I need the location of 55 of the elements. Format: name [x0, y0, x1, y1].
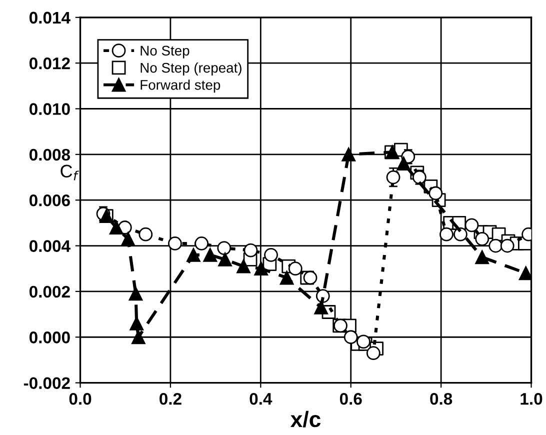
point [244, 243, 258, 258]
point [121, 232, 136, 246]
y-tick-label: 0.004 [29, 240, 70, 252]
y-tick-label: 0.006 [29, 194, 70, 206]
point [128, 286, 143, 301]
x-axis-title: x/c [290, 410, 321, 428]
point [314, 300, 328, 314]
point [464, 218, 479, 232]
point [109, 220, 124, 234]
point [303, 270, 318, 285]
point [342, 147, 356, 162]
point [488, 238, 503, 253]
point [412, 170, 426, 184]
legend-label: Forward step [140, 80, 220, 93]
point [236, 259, 250, 274]
x-tick-label: 0.4 [250, 392, 272, 405]
y-tick-label: 0.010 [29, 103, 70, 115]
point [138, 227, 153, 242]
point [288, 262, 302, 276]
point [217, 241, 232, 256]
x-tick-label: 0.0 [69, 392, 92, 405]
point [500, 238, 514, 253]
point [218, 252, 232, 266]
point [396, 156, 411, 171]
point [254, 262, 268, 276]
point [280, 270, 294, 285]
y-tick-label: -0.002 [24, 377, 70, 390]
legend-label: No Step [140, 46, 190, 58]
y-axis-title: C$_{f}$ [60, 164, 80, 180]
point [131, 330, 146, 344]
legend-label: No Step (repeat) [140, 62, 242, 76]
x-tick-label: 0.6 [340, 392, 362, 405]
y-tick-label: 0.012 [29, 57, 70, 70]
y-tick-label: 0.000 [29, 332, 70, 344]
x-tick-label: 0.2 [160, 392, 182, 405]
x-tick-label: 1.0 [520, 392, 542, 405]
point [264, 248, 278, 262]
point [356, 334, 370, 349]
point [366, 346, 380, 360]
y-tick-label: 0.008 [29, 148, 70, 161]
point [203, 248, 218, 262]
point [475, 232, 490, 246]
point [168, 236, 182, 250]
point [428, 186, 443, 200]
point [344, 330, 358, 344]
point [518, 266, 532, 280]
point [386, 170, 400, 184]
point [194, 236, 209, 250]
x-tick-label: 0.8 [430, 392, 452, 405]
point [454, 227, 468, 242]
point [475, 250, 490, 264]
point [440, 227, 454, 242]
y-tick-label: 0.002 [29, 286, 70, 298]
y-tick-label: 0.014 [29, 12, 70, 24]
point [186, 248, 200, 262]
